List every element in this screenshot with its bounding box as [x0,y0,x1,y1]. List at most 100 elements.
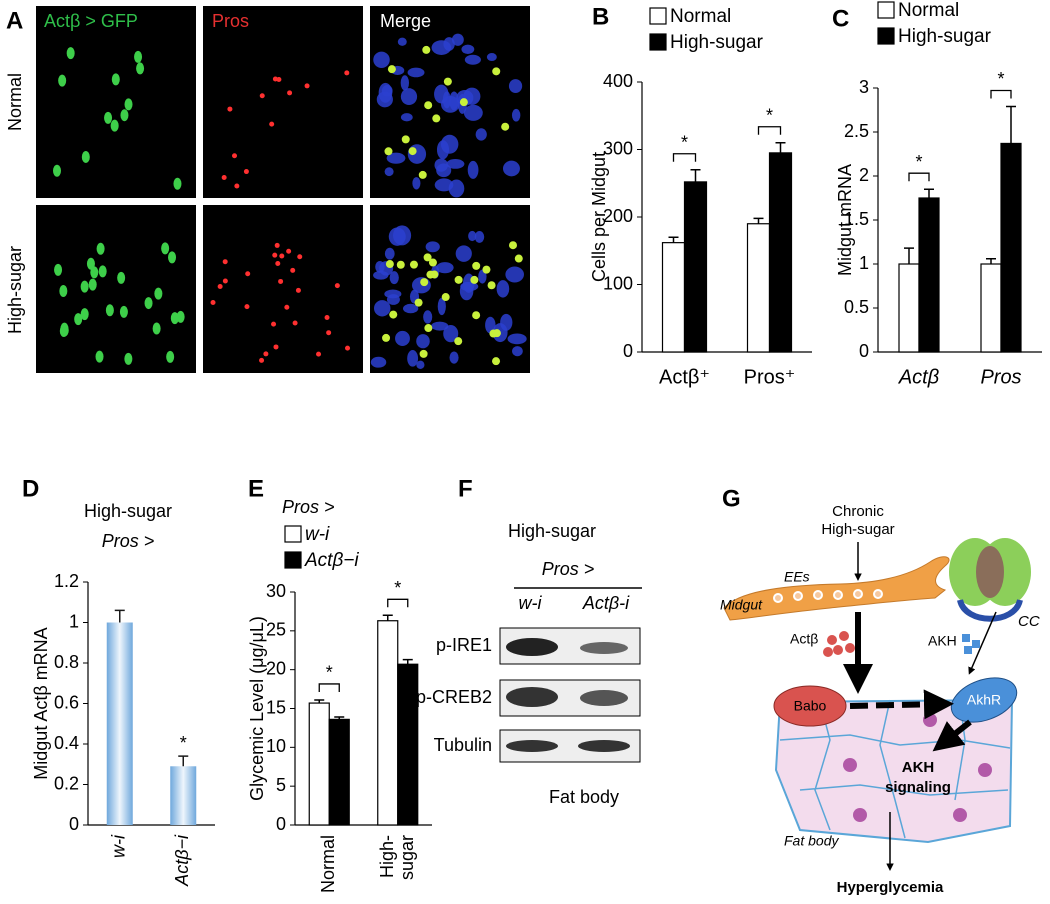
gfp-cell [98,265,107,278]
babo [773,685,847,727]
y-tick-label: 1 [859,253,869,273]
pros-cell [221,175,227,181]
merge-cell [454,275,463,284]
x-tick-label: High-sugar [377,835,417,880]
merge-cell [424,324,433,333]
gfp-cell [168,251,177,264]
diagram-label: signaling [885,779,951,796]
nucleus [507,333,527,345]
bar [308,702,330,826]
gfp-cell [88,278,97,291]
nucleus [460,281,479,292]
y-tick-label: 1 [69,611,79,631]
arrow [968,611,997,675]
nucleus [923,713,937,727]
merge-cell [423,253,432,262]
merge-cell [401,135,410,144]
band [580,690,628,706]
significance-label: * [180,733,187,753]
merge-cell [408,147,417,156]
nucleus [978,763,992,777]
pros-cell [222,278,228,284]
significance-bracket [672,153,697,162]
gfp-cell [54,263,63,276]
row-label: High-sugar [5,246,25,334]
nucleus [508,79,523,94]
blot-tubulin [499,729,641,763]
x-tick-label: Normal [318,835,338,893]
pros-cell [222,259,228,265]
merge-cell [418,170,427,179]
y-tick-label: 100 [603,273,633,293]
merge-cell [470,275,479,284]
legend-label: w-i [305,524,330,545]
diagram-label: AKH [902,759,935,776]
lane-label: Actβ-i [582,593,630,613]
gfp-cell [152,322,161,335]
nucleus [500,313,513,331]
gfp-cell [176,310,185,323]
nucleus [395,330,410,347]
chart-subtitle: Pros > [102,531,155,551]
pros-cell [217,284,223,290]
pros-cell [259,357,265,363]
panel-letter: A [6,7,23,34]
nucleus [384,289,402,299]
diagram [723,538,1031,871]
significance-bracket [990,89,1012,99]
nucleus [455,245,472,262]
pros-cell [234,183,240,189]
pros-cell [244,304,250,310]
pros-cell [272,252,278,258]
x-tick-label: Actβ−i [172,834,192,887]
nucleus [502,160,520,177]
error-bar [314,699,325,704]
x-tick-label: Pros [980,366,1021,388]
y-axis-label: Cells per Midgut [589,152,609,282]
nucleus [386,152,406,164]
gfp-cell [52,164,61,177]
blot-p-creb2 [499,679,641,717]
y-tick-label: 0.8 [54,652,79,672]
akh-dots [962,634,980,654]
merge-cell [441,293,450,302]
pros-cell [210,299,216,305]
gfp-cell [124,98,133,111]
error-bar [986,257,996,264]
nucleus [496,280,510,298]
merge-cell [396,260,405,269]
blot-genotype: Pros > [542,559,595,579]
legend-label: Normal [898,0,959,21]
bar [918,197,940,353]
error-bar [690,169,701,182]
pros-cell [275,260,281,266]
panel-letter: E [248,475,264,502]
blot-title: High-sugar [508,521,596,541]
y-axis-label: Glycemic Level (μg/μL) [247,616,267,801]
gfp-cell [96,242,105,255]
gfp-cell [104,111,113,124]
bar [661,242,686,353]
pros-cell [232,153,238,159]
nucleus [440,134,459,154]
nucleus [448,179,465,198]
y-tick-label: 10 [266,736,286,756]
actb-dots [823,631,855,657]
error-bar [668,236,679,243]
bar [1000,142,1022,353]
cc-core [976,546,1004,598]
diagram-label: CC [1018,613,1040,630]
merge-cell [420,278,429,287]
panel-letter: F [458,475,473,502]
nucleus [425,241,440,253]
y-tick-label: 1.5 [844,209,869,229]
pros-cell [316,351,322,357]
chart-title: High-sugar [84,501,172,521]
diagram-label: Chronic [832,503,884,520]
diagram-label: AkhR [967,692,1001,708]
nucleus [461,44,475,54]
column-label: Actβ > GFP [44,11,138,31]
merge-cell [492,357,501,366]
nucleus [436,262,454,274]
error-bar [753,217,764,224]
